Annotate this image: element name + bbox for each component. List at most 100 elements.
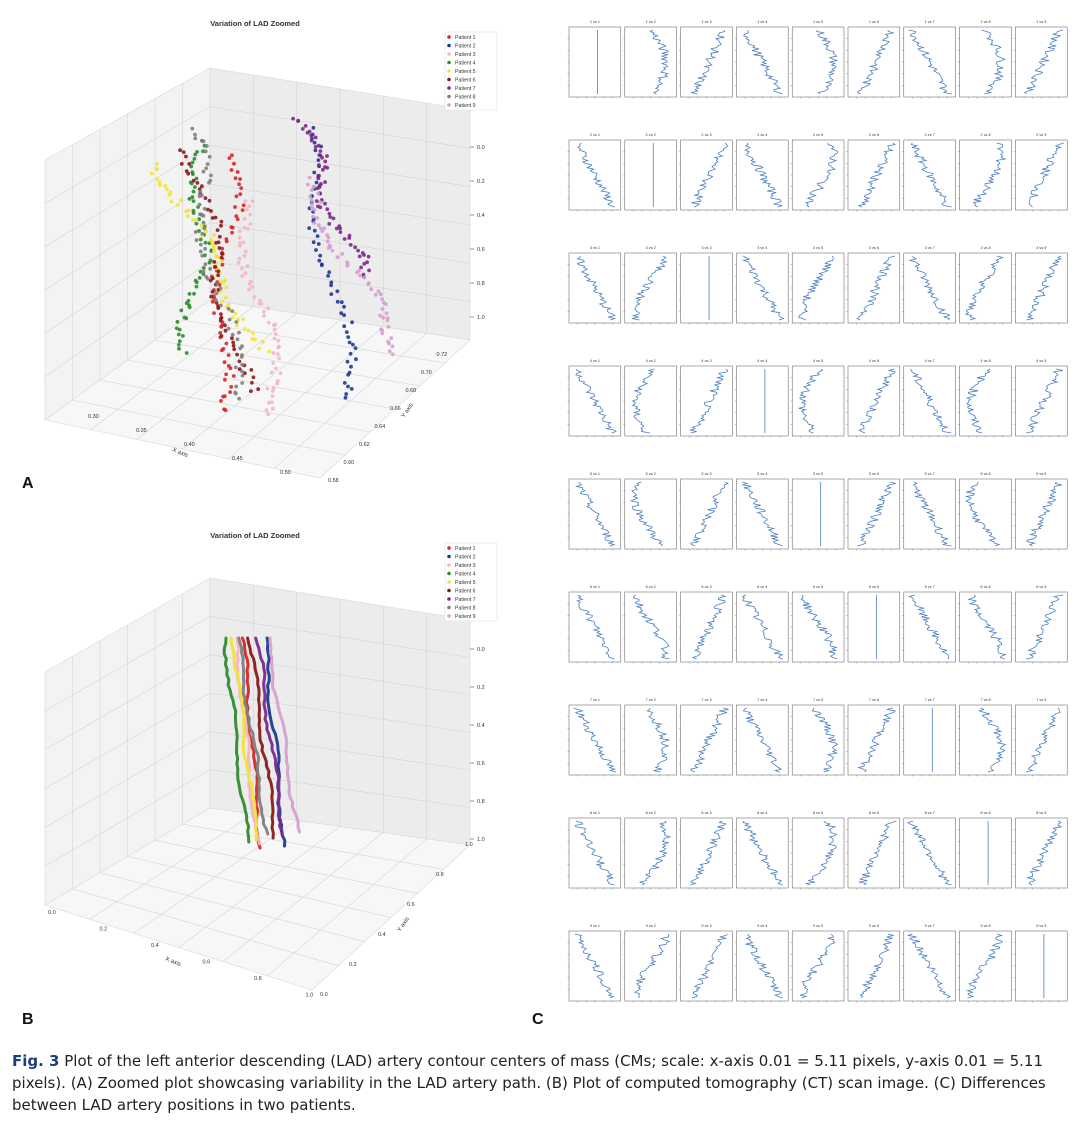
- scatter-point: [201, 269, 206, 274]
- scatter-point: [359, 265, 363, 270]
- legend-entry: Patient 3: [455, 52, 476, 58]
- scatter-point: [203, 149, 208, 154]
- scatter-point: [220, 262, 225, 267]
- subplot-title: 6 vs 1: [590, 585, 600, 589]
- subplot-title: 2 vs 9: [1036, 133, 1046, 137]
- scatter-point: [229, 385, 234, 389]
- panel-b-letter: B: [22, 1011, 34, 1028]
- subplot-frame: [791, 704, 845, 776]
- subplot-frame: [568, 817, 622, 889]
- legend-marker: [447, 563, 451, 567]
- difference-line: [691, 933, 728, 999]
- subplot-6-vs-7: 6 vs 7: [902, 585, 956, 664]
- scatter-point: [197, 276, 202, 280]
- scatter-point: [345, 264, 350, 268]
- subplot-frame: [1015, 930, 1068, 1002]
- legend-entry: Patient 3: [455, 563, 476, 569]
- subplot-4-vs-5: 4 vs 5: [790, 359, 845, 438]
- scatter-point: [167, 193, 172, 198]
- scatter-point: [267, 400, 271, 405]
- scatter-point: [243, 271, 248, 276]
- scatter-point: [278, 371, 283, 375]
- scatter-point: [214, 298, 218, 303]
- subplot-title: 8 vs 9: [1036, 811, 1046, 815]
- scatter-point: [186, 208, 191, 213]
- scatter-point: [214, 240, 219, 245]
- scatter-point: [239, 186, 244, 191]
- scatter-point: [234, 194, 239, 199]
- scatter-point: [238, 241, 242, 245]
- subplot-4-vs-7: 4 vs 7: [902, 359, 956, 438]
- x-tick-label: 0.40: [184, 442, 195, 448]
- scatter-point: [345, 359, 350, 364]
- scatter-point: [313, 145, 318, 149]
- scatter-point: [357, 268, 361, 273]
- scatter-point: [201, 220, 206, 225]
- legend-marker: [447, 43, 451, 48]
- scatter-point: [344, 330, 349, 334]
- subplot-6-vs-8: 6 vs 8: [958, 585, 1012, 664]
- scatter-point: [178, 148, 183, 153]
- subplot-frame: [791, 365, 845, 437]
- scatter-point: [342, 304, 346, 309]
- scatter-point: [269, 400, 274, 405]
- scatter-point: [212, 249, 216, 254]
- subplot-7-vs-1: 7 vs 1: [567, 698, 622, 777]
- scatter-point: [187, 305, 192, 310]
- subplot-frame: [624, 252, 677, 324]
- legend-entry: Patient 9: [455, 103, 476, 109]
- panel-b-title: Variation of LAD Zoomed: [210, 531, 300, 540]
- scatter-point: [312, 208, 317, 212]
- scatter-point: [312, 184, 317, 189]
- scatter-point: [307, 226, 312, 231]
- scatter-point: [217, 234, 222, 239]
- subplot-frame: [847, 930, 901, 1002]
- difference-line: [798, 255, 834, 321]
- scatter-point: [231, 374, 236, 378]
- caption-text: Plot of the left anterior descending (LA…: [12, 1052, 1046, 1114]
- scatter-point: [234, 214, 239, 219]
- scatter-point: [318, 205, 323, 210]
- scatter-point: [320, 155, 324, 160]
- scatter-point: [203, 196, 208, 201]
- scatter-point: [266, 306, 270, 311]
- subplot-title: 1 vs 1: [590, 20, 600, 24]
- scatter-point: [312, 140, 317, 145]
- scatter-point: [193, 136, 198, 141]
- scatter-point: [311, 240, 316, 245]
- scatter-point: [249, 368, 254, 372]
- subplot-title: 2 vs 5: [813, 133, 823, 137]
- scatter-point: [339, 300, 344, 305]
- scatter-point: [224, 372, 229, 377]
- scatter-point: [272, 327, 277, 332]
- scatter-point: [174, 326, 179, 331]
- subplot-4-vs-2: 4 vs 2: [623, 359, 677, 438]
- subplot-title: 6 vs 2: [646, 585, 656, 589]
- subplot-9-vs-7: 9 vs 7: [902, 924, 956, 1003]
- subplot-4-vs-8: 4 vs 8: [958, 359, 1012, 438]
- subplot-title: 5 vs 3: [701, 472, 711, 476]
- scatter-point: [201, 139, 206, 144]
- subplot-title: 2 vs 4: [757, 133, 767, 137]
- scatter-point: [179, 308, 184, 313]
- scatter-point: [213, 265, 218, 269]
- scatter-point: [220, 252, 225, 256]
- scatter-point: [229, 168, 234, 172]
- scatter-point: [197, 217, 202, 222]
- scatter-point: [191, 199, 196, 204]
- subplot-3-vs-3: 3 vs 3: [679, 246, 733, 325]
- panel-b-xlabel: X axis: [164, 956, 181, 968]
- subplot-title: 8 vs 7: [925, 811, 935, 815]
- subplot-frame: [680, 365, 733, 437]
- scatter-point: [187, 197, 192, 201]
- scatter-point: [338, 230, 343, 235]
- scatter-point: [318, 253, 323, 258]
- scatter-point: [271, 351, 276, 355]
- scatter-point: [346, 335, 351, 339]
- scatter-point: [212, 311, 216, 315]
- subplot-title: 1 vs 2: [646, 20, 656, 24]
- difference-line: [631, 368, 655, 434]
- legend-entry: Patient 4: [455, 61, 476, 67]
- difference-line: [1026, 481, 1062, 547]
- scatter-point: [218, 318, 223, 323]
